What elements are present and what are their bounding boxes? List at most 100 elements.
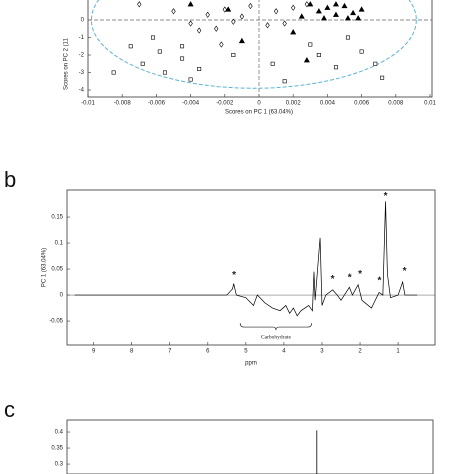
x-tick-label: -0.002 <box>216 101 234 107</box>
y-tick-label: -3 <box>79 70 85 76</box>
y-tick-label: 0.35 <box>51 446 63 452</box>
point <box>196 27 202 34</box>
x-tick-label: 5 <box>244 349 248 355</box>
point <box>205 11 210 18</box>
y-axis-label: PC 1 (63.04%) <box>42 248 48 287</box>
point <box>350 9 357 16</box>
point <box>303 57 310 63</box>
point <box>358 6 365 12</box>
y-tick-label: -0.05 <box>49 319 63 325</box>
point <box>157 49 162 54</box>
x-tick-label: 0.008 <box>388 101 404 107</box>
point <box>137 1 142 8</box>
x-tick-label: -0.004 <box>182 101 200 107</box>
point <box>344 15 351 21</box>
panel-label: c <box>4 397 15 422</box>
y-tick-label: 0.15 <box>51 215 63 221</box>
x-tick-label: 2 <box>358 349 362 355</box>
point <box>197 67 202 72</box>
x-tick-label: 3 <box>320 349 324 355</box>
point <box>111 70 116 75</box>
x-tick-label: 6 <box>206 349 210 355</box>
y-tick-label: 0.05 <box>51 267 63 273</box>
point <box>307 1 314 7</box>
annotation: * <box>384 191 388 202</box>
point <box>219 41 224 48</box>
plot-frame <box>87 0 433 98</box>
spectrum-line <box>74 201 418 317</box>
point <box>282 20 287 27</box>
x-tick-label: 0 <box>257 101 261 107</box>
point <box>180 56 185 61</box>
point <box>290 29 297 35</box>
point <box>248 2 253 10</box>
y-tick-label: -1 <box>79 35 85 41</box>
bracket <box>239 323 313 331</box>
point <box>308 42 313 47</box>
point <box>128 44 133 49</box>
y-tick-label: -2 <box>79 53 85 59</box>
point <box>345 35 350 40</box>
point <box>140 61 145 66</box>
point <box>316 53 321 58</box>
x-tick-label: 9 <box>92 349 96 355</box>
x-tick-label: 1 <box>396 349 400 355</box>
point <box>332 11 339 17</box>
point <box>355 15 362 21</box>
point <box>315 8 322 14</box>
x-axis-label: ppm <box>245 361 257 367</box>
y-axis-label: Scores on PC 2 (11 <box>64 37 70 90</box>
point <box>304 1 310 8</box>
x-tick-label: -0.008 <box>114 101 132 107</box>
bracket-label: Carbohydrate <box>261 334 291 340</box>
point <box>214 25 219 32</box>
x-tick-label: 7 <box>168 349 172 355</box>
point <box>180 44 185 49</box>
x-tick-label: -0.006 <box>148 101 166 107</box>
annotation: * <box>377 276 381 287</box>
annotation: * <box>232 270 236 281</box>
point <box>373 61 378 66</box>
point <box>341 2 348 9</box>
y-tick-label: 0 <box>60 293 64 299</box>
point <box>380 75 385 80</box>
y-tick-label: 0.3 <box>55 462 64 468</box>
annotation: * <box>358 269 362 280</box>
point <box>231 53 236 58</box>
x-tick-label: 0.004 <box>320 101 336 107</box>
x-tick-label: 8 <box>130 349 134 355</box>
point <box>187 1 194 7</box>
x-tick-label: -0.01 <box>81 101 95 107</box>
y-tick-label: 0 <box>81 18 85 24</box>
point <box>238 37 245 44</box>
point <box>222 6 227 13</box>
point <box>359 49 364 54</box>
point <box>333 65 338 70</box>
point <box>270 61 275 66</box>
point <box>273 8 279 15</box>
plot-frame <box>66 419 434 474</box>
annotation: * <box>331 274 335 285</box>
point <box>282 79 287 84</box>
point <box>150 35 155 40</box>
point <box>332 1 339 7</box>
y-tick-label: 0.1 <box>55 241 64 247</box>
y-tick-label: -4 <box>79 88 85 94</box>
y-tick-label: 0.4 <box>55 430 64 436</box>
point <box>298 13 305 19</box>
annotation: * <box>403 266 407 277</box>
x-tick-label: 0.002 <box>286 101 302 107</box>
point <box>171 8 176 15</box>
point <box>188 77 193 82</box>
point <box>162 70 167 75</box>
point <box>188 20 193 27</box>
panel-label: b <box>4 167 16 192</box>
point <box>324 4 331 10</box>
point <box>239 13 245 20</box>
x-tick-label: 4 <box>282 349 286 355</box>
x-axis-label: Scores on PC 1 (63.04%) <box>225 110 293 116</box>
confidence-ellipse <box>90 0 417 89</box>
annotation: * <box>348 273 352 284</box>
plot-frame <box>66 189 436 346</box>
